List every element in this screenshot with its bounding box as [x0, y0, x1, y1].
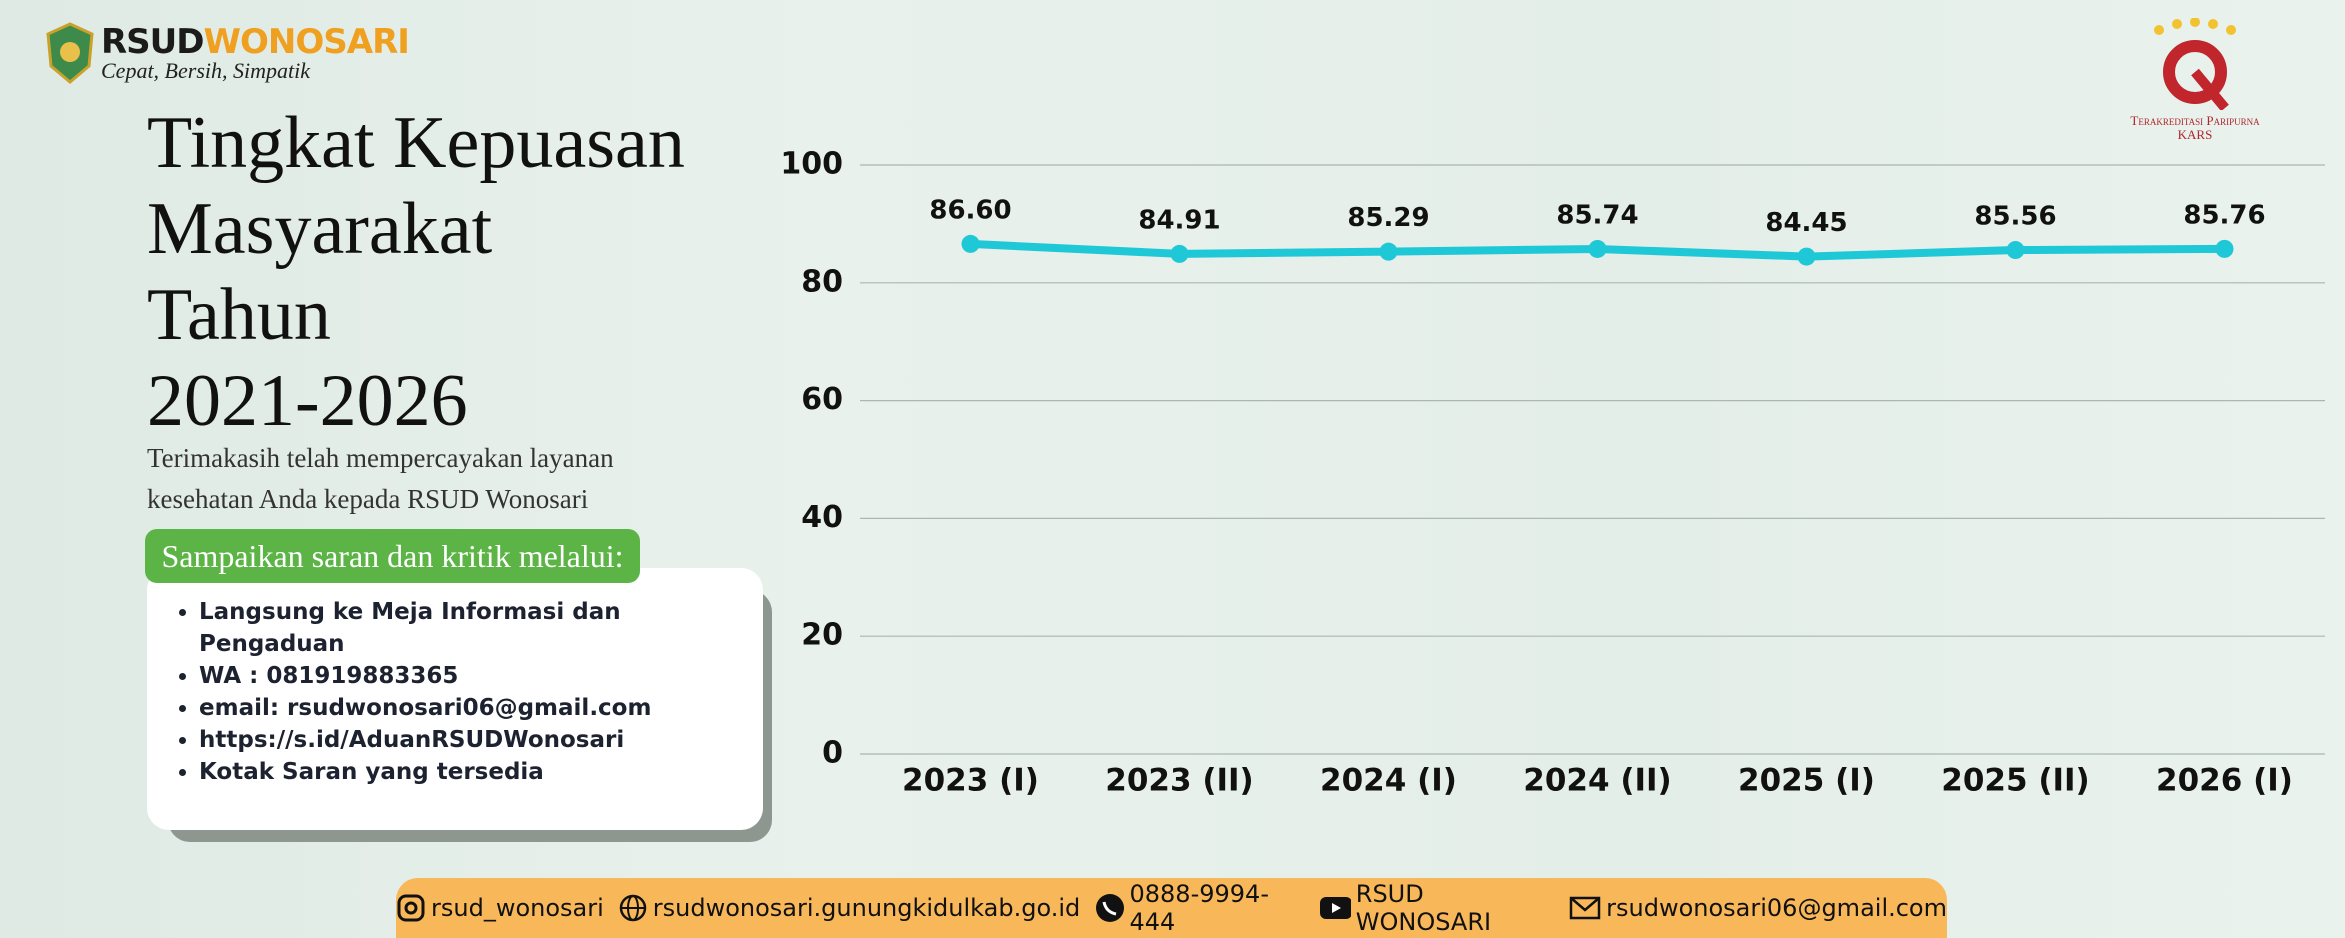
x-tick-label: 2025 (I)	[1738, 763, 1875, 799]
value-label: 84.91	[1138, 205, 1220, 235]
accreditation-text: Terakreditasi Paripurna	[2130, 113, 2260, 128]
x-tick-label: 2023 (I)	[902, 763, 1039, 799]
point	[1797, 247, 1816, 266]
footer-item: RSUD WONOSARI	[1319, 880, 1556, 936]
accreditation-emblem	[2154, 17, 2236, 112]
logo-name: WONOSARI	[203, 22, 410, 62]
feedback-item: Langsung ke Meja Informasi dan Pengaduan	[199, 596, 719, 660]
point	[961, 234, 980, 253]
y-tick-label: 100	[780, 147, 843, 182]
x-tick-label: 2026 (I)	[2156, 763, 2293, 799]
feedback-item: WA : 081919883365	[199, 660, 719, 692]
x-tick-label: 2023 (II)	[1105, 763, 1253, 799]
point	[1379, 242, 1398, 261]
youtube-icon	[1319, 897, 1351, 919]
footer-text: rsudwonosari.gunungkidulkab.go.id	[652, 894, 1081, 922]
subtitle: Terimakasih telah mempercayakan layanan …	[147, 438, 614, 520]
feedback-card: Langsung ke Meja Informasi dan Pengaduan…	[147, 568, 763, 830]
web-icon	[619, 894, 647, 922]
title: Tingkat Kepuasan Masyarakat Tahun 2021-2…	[147, 100, 685, 444]
logo-tagline: Cepat, Bersih, Simpatik	[101, 58, 310, 83]
y-tick-label: 0	[822, 736, 843, 771]
y-tick-label: 20	[801, 618, 843, 653]
point	[1588, 239, 1607, 258]
value-label: 85.29	[1347, 203, 1429, 233]
y-tick-label: 80	[801, 264, 843, 299]
title-line: Masyarakat	[147, 188, 493, 270]
feedback-list: Langsung ke Meja Informasi dan Pengaduan…	[147, 596, 719, 788]
footer: rsud_wonosari rsudwonosari.gunungkidulka…	[396, 878, 1947, 938]
instagram-icon	[397, 894, 425, 922]
footer-text: 0888-9994-444	[1129, 880, 1269, 936]
subtitle-line: Terimakasih telah mempercayakan layanan	[147, 443, 614, 473]
title-line: 2021-2026	[147, 360, 468, 442]
x-tick-label: 2025 (II)	[1941, 763, 2089, 799]
accreditation-text: KARS	[2177, 127, 2213, 142]
footer-text: rsud_wonosari	[431, 894, 604, 922]
value-label: 85.76	[2183, 200, 2265, 230]
y-tick-label: 60	[801, 382, 843, 417]
point	[2215, 239, 2234, 258]
logo-name: RSUD	[101, 22, 204, 62]
feedback-item: Kotak Saran yang tersedia	[199, 756, 719, 788]
value-label: 85.74	[1556, 200, 1638, 230]
logo-emblem	[46, 22, 94, 84]
footer-item: 0888-9994-444	[1094, 880, 1304, 936]
footer-item: rsudwonosari.gunungkidulkab.go.id	[618, 893, 1080, 923]
y-tick-label: 40	[801, 500, 843, 535]
point	[2006, 241, 2025, 260]
x-tick-label: 2024 (II)	[1523, 763, 1671, 799]
footer-item: rsudwonosari06@gmail.com	[1569, 894, 1947, 922]
accreditation: Terakreditasi Paripurna KARS	[2110, 17, 2280, 142]
feedback-item: email: rsudwonosari06@gmail.com	[199, 692, 719, 724]
title-line: Tahun	[147, 274, 331, 356]
value-label: 86.60	[929, 195, 1011, 225]
whatsapp-icon	[1096, 894, 1125, 922]
x-tick-label: 2024 (I)	[1320, 763, 1457, 799]
point	[1170, 244, 1189, 263]
value-label: 85.56	[1974, 202, 2056, 232]
title-line: Tingkat Kepuasan	[147, 102, 685, 184]
feedback-item: https://s.id/AduanRSUDWonosari	[199, 724, 719, 756]
footer-item: rsud_wonosari	[396, 893, 604, 923]
feedback-label: Sampaikan saran dan kritik melalui:	[145, 529, 640, 583]
value-label: 84.45	[1765, 208, 1847, 238]
subtitle-line: kesehatan Anda kepada RSUD Wonosari	[147, 484, 589, 514]
footer-text: rsudwonosari06@gmail.com	[1606, 894, 1947, 922]
footer-text: RSUD WONOSARI	[1355, 880, 1492, 936]
mail-icon	[1569, 896, 1601, 920]
